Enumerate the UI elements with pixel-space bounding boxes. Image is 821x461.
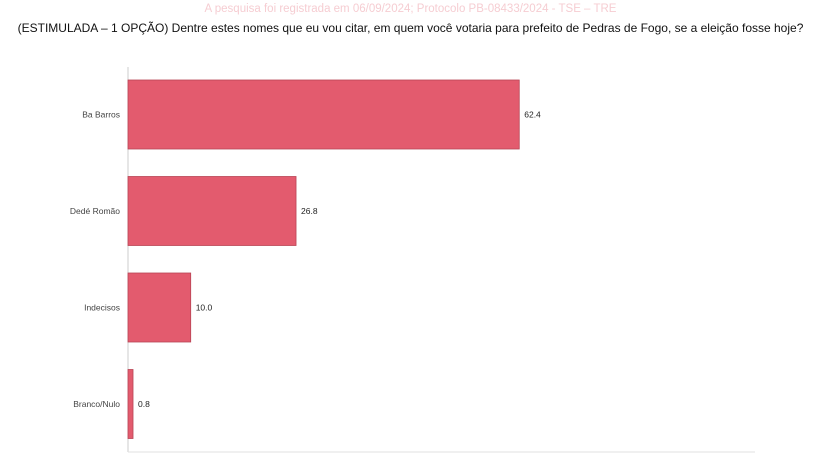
value-label: 0.8 <box>138 399 150 409</box>
bar-3 <box>127 369 134 439</box>
category-label: Branco/Nulo <box>73 399 120 409</box>
bar-1 <box>127 176 297 246</box>
category-label: Ba Barros <box>82 110 120 120</box>
chart-question-title: (ESTIMULADA – 1 OPÇÃO) Dentre estes nome… <box>17 21 804 35</box>
bar-2 <box>127 272 192 343</box>
value-label: 10.0 <box>196 303 213 313</box>
value-label: 26.8 <box>301 206 318 216</box>
category-label: Dedé Romão <box>70 206 120 216</box>
category-label: Indecisos <box>84 303 120 313</box>
value-label: 62.4 <box>524 110 541 120</box>
registration-watermark: A pesquisa foi registrada em 06/09/2024;… <box>204 3 617 15</box>
bar-0 <box>127 79 520 150</box>
